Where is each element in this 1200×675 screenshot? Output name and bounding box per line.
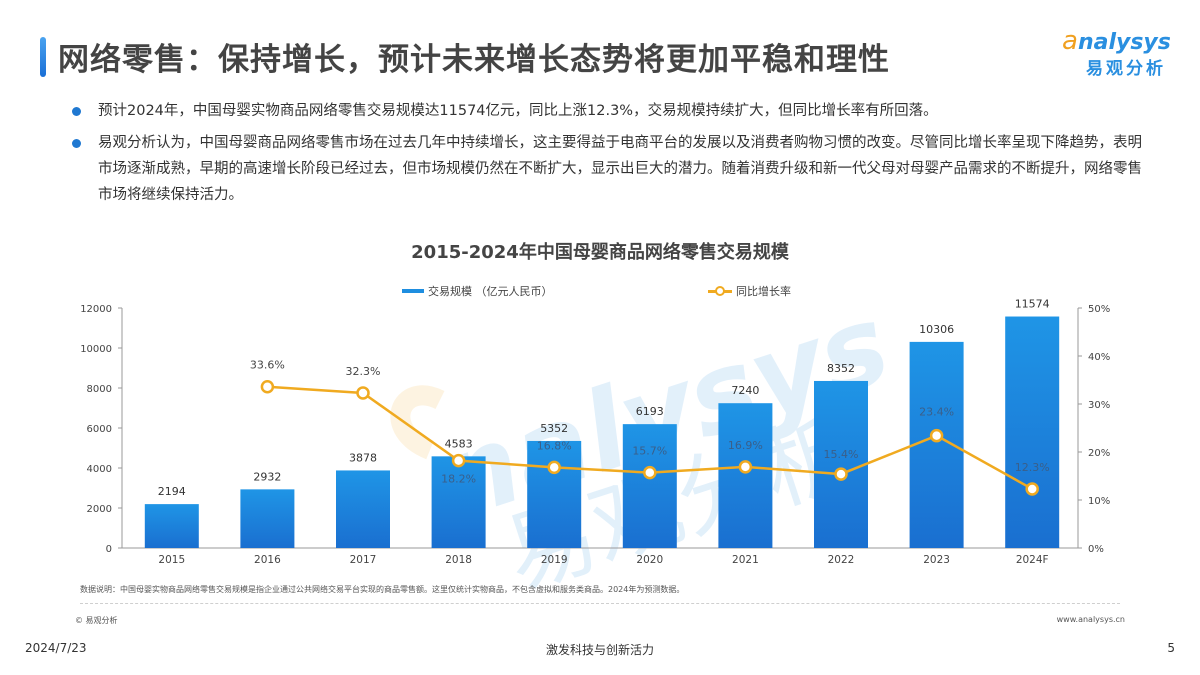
bar bbox=[527, 440, 582, 548]
bar-value-label: 11574 bbox=[1015, 298, 1050, 311]
growth-point-marker-icon bbox=[547, 460, 561, 475]
growth-point-marker-icon bbox=[451, 453, 466, 468]
growth-value-label: 16.9% bbox=[728, 439, 763, 452]
bar bbox=[336, 470, 390, 548]
bullet-dot-icon bbox=[72, 139, 81, 148]
legend-line: 同比增长率 bbox=[708, 283, 791, 299]
growth-value-label: 18.2% bbox=[441, 473, 476, 486]
x-axis-tick: 2023 bbox=[923, 554, 950, 566]
legend-bar-swatch-icon bbox=[402, 289, 424, 293]
bar bbox=[1005, 316, 1060, 548]
left-axis-tick: 2000 bbox=[87, 504, 112, 515]
summary-bullets: 预计2024年，中国母婴实物商品网络零售交易规模达11574亿元，同比上涨12.… bbox=[70, 98, 1150, 214]
right-axis-tick: 20% bbox=[1088, 448, 1110, 459]
right-axis-tick: 0% bbox=[1088, 544, 1104, 555]
divider bbox=[80, 603, 1120, 604]
footer-date: 2024/7/23 bbox=[25, 641, 87, 655]
bar-value-label: 2932 bbox=[253, 470, 281, 483]
growth-point-marker-icon bbox=[260, 379, 275, 394]
right-axis-tick: 40% bbox=[1088, 352, 1110, 363]
footer-slogan: 激发科技与创新活力 bbox=[545, 643, 654, 657]
growth-point-marker-icon bbox=[834, 467, 848, 481]
bar-value-label: 2194 bbox=[158, 485, 186, 498]
growth-point-marker-icon bbox=[738, 460, 753, 474]
copyright: © 易观分析 bbox=[75, 616, 118, 625]
growth-point-marker-icon bbox=[929, 428, 944, 443]
left-axis-tick: 6000 bbox=[87, 424, 112, 435]
right-axis-tick: 50% bbox=[1088, 304, 1110, 315]
bar-value-label: 3878 bbox=[349, 451, 377, 464]
right-axis-tick: 30% bbox=[1088, 400, 1110, 411]
page-number: 5 bbox=[1167, 641, 1175, 655]
growth-value-label: 23.4% bbox=[919, 406, 954, 419]
growth-value-label: 15.7% bbox=[632, 445, 667, 458]
growth-value-label: 16.8% bbox=[537, 439, 572, 452]
x-axis-tick: 2020 bbox=[636, 554, 663, 566]
bar-value-label: 4583 bbox=[445, 437, 473, 450]
growth-value-label: 12.3% bbox=[1015, 461, 1050, 474]
legend-line-swatch-icon bbox=[708, 289, 732, 293]
left-axis-tick: 12000 bbox=[80, 304, 112, 315]
growth-point-marker-icon bbox=[356, 386, 370, 400]
growth-value-label: 15.4% bbox=[824, 448, 859, 461]
right-axis-tick: 10% bbox=[1088, 496, 1110, 507]
x-axis-tick: 2017 bbox=[350, 554, 377, 566]
bullet-dot-icon bbox=[72, 107, 81, 116]
bar-value-label: 6193 bbox=[636, 405, 664, 418]
legend-bar: 交易规模 （亿元人民币） bbox=[402, 283, 553, 299]
growth-point-marker-icon bbox=[643, 465, 657, 480]
x-axis-tick: 2021 bbox=[732, 554, 759, 566]
bar bbox=[144, 504, 199, 548]
left-axis-tick: 8000 bbox=[87, 384, 112, 395]
bar bbox=[814, 380, 868, 548]
x-axis-tick: 2018 bbox=[445, 554, 472, 566]
website-link[interactable]: www.analysys.cn bbox=[1056, 615, 1125, 624]
growth-value-label: 33.6% bbox=[250, 359, 285, 372]
growth-line: 33.6% 32.3% 18.2% 16.8% 15.7% 16.9% 15.4% 23.4%… bbox=[250, 359, 1050, 496]
growth-value-label: 32.3% bbox=[346, 365, 381, 378]
bar-value-label: 10306 bbox=[919, 323, 954, 336]
bar-value-label: 7240 bbox=[731, 384, 759, 397]
bullet-item: 易观分析认为，中国母婴商品网络零售市场在过去几年中持续增长，这主要得益于电商平台… bbox=[70, 130, 1150, 208]
bar bbox=[622, 424, 677, 548]
x-axis-tick: 2016 bbox=[254, 554, 281, 566]
analysys-logo: analysys 易观分析 bbox=[1062, 26, 1182, 79]
bar bbox=[431, 456, 486, 548]
logo-english: analysys bbox=[1062, 26, 1171, 56]
bar bbox=[718, 403, 773, 548]
chart-title: 2015-2024年中国母婴商品网络零售交易规模 bbox=[411, 242, 789, 263]
bar-value-label: 5352 bbox=[540, 422, 568, 435]
logo-chinese: 易观分析 bbox=[1086, 59, 1166, 79]
left-axis-tick: 4000 bbox=[87, 464, 112, 475]
left-axis-tick: 0 bbox=[106, 544, 112, 555]
data-note: 数据说明：中国母婴实物商品网络零售交易规模是指企业通过公共网络交易平台实现的商品… bbox=[80, 585, 685, 594]
x-axis-tick: 2022 bbox=[828, 554, 855, 566]
bullet-item: 预计2024年，中国母婴实物商品网络零售交易规模达11574亿元，同比上涨12.… bbox=[70, 98, 1150, 124]
page-title: 网络零售：保持增长，预计未来增长态势将更加平稳和理性 bbox=[58, 42, 890, 78]
bar bbox=[240, 489, 295, 548]
bar-value-label: 8352 bbox=[827, 362, 855, 375]
x-axis-tick: 2015 bbox=[158, 554, 185, 566]
left-axis-tick: 10000 bbox=[80, 344, 112, 355]
x-axis-tick: 2024F bbox=[1016, 554, 1049, 566]
title-accent-bar bbox=[40, 37, 46, 77]
x-axis-tick: 2019 bbox=[541, 554, 568, 566]
growth-point-marker-icon bbox=[1025, 482, 1039, 496]
